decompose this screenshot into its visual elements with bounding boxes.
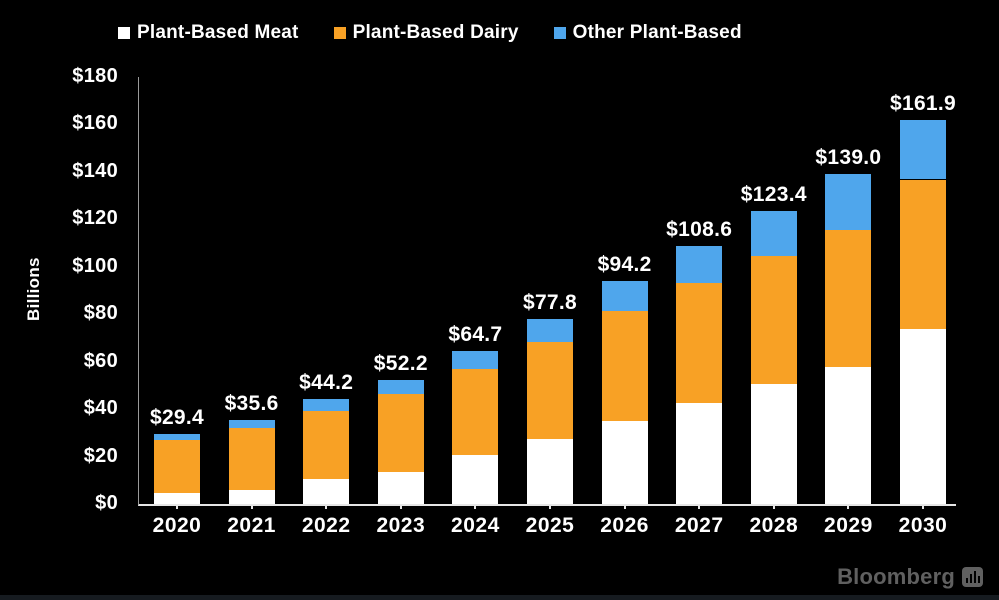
- y-tick-label: $0: [95, 492, 118, 514]
- y-tick-label: $160: [72, 112, 118, 135]
- bar-segment-plant-based-meat: [676, 402, 723, 504]
- legend-label: Plant-Based Dairy: [352, 22, 519, 43]
- x-tick-label: 2027: [674, 514, 724, 537]
- bloomberg-logo-text: Bloomberg: [837, 564, 955, 589]
- y-tick-label: $120: [72, 207, 118, 230]
- bar-segment-other-plant-based: [527, 319, 573, 342]
- bar-segment-other-plant-based: [377, 380, 424, 395]
- bar-segment-other-plant-based: [601, 280, 648, 312]
- bar-segment-plant-based-meat: [601, 420, 648, 504]
- bar-segment-plant-based-meat: [154, 493, 200, 504]
- x-tick-mark: [698, 504, 701, 509]
- bar-segment-plant-based-dairy: [303, 411, 350, 480]
- bar-segment-plant-based-dairy: [527, 341, 573, 439]
- bar-segment-other-plant-based: [303, 399, 350, 412]
- legend-label: Other Plant-Based: [572, 22, 742, 43]
- bar-total-label: $35.6: [224, 391, 279, 415]
- x-tick-label: 2029: [824, 514, 873, 537]
- window-bottom-edge: [0, 595, 999, 600]
- bar-segment-plant-based-dairy: [377, 394, 424, 472]
- x-tick-label: 2028: [749, 514, 799, 537]
- x-tick-label: 2030: [898, 514, 948, 537]
- legend: Plant-Based Meat Plant-Based Dairy Other P…: [118, 20, 742, 46]
- legend-label: Plant-Based Meat: [137, 22, 299, 43]
- bar-segment-plant-based-dairy: [601, 311, 648, 421]
- bar-segment-other-plant-based: [750, 211, 797, 257]
- y-tick-label: $80: [83, 302, 118, 325]
- bar-total-label: $123.4: [740, 183, 807, 207]
- bar-segment-other-plant-based: [228, 419, 275, 429]
- bar-segment-plant-based-meat: [303, 479, 350, 504]
- x-tick-label: 2023: [376, 514, 426, 537]
- bar-total-label: $44.2: [299, 371, 354, 395]
- bar-total-label: $64.7: [448, 322, 503, 346]
- bar-total-label: $94.2: [597, 252, 652, 276]
- bar-segment-other-plant-based: [154, 434, 200, 440]
- bar-segment-plant-based-dairy: [228, 428, 275, 490]
- bar-segment-plant-based-meat: [452, 455, 499, 504]
- bar-segment-plant-based-dairy: [676, 283, 723, 403]
- x-tick-mark: [772, 504, 775, 509]
- bar-segment-plant-based-meat: [228, 489, 275, 504]
- x-tick-label: 2020: [152, 514, 202, 537]
- bar-segment-plant-based-dairy: [900, 179, 946, 329]
- legend-item: Plant-Based Meat: [118, 22, 299, 44]
- x-tick-mark: [549, 504, 551, 509]
- x-tick-label: 2026: [600, 514, 649, 537]
- y-tick-label: $100: [72, 254, 118, 277]
- y-tick-label: $60: [83, 349, 118, 372]
- bar-segment-plant-based-dairy: [825, 230, 872, 368]
- y-axis-title: Billions: [24, 257, 43, 321]
- x-tick-mark: [922, 504, 924, 509]
- x-tick-label: 2021: [227, 514, 276, 537]
- chart-bars-icon: [962, 567, 983, 587]
- bar-total-label: $52.2: [373, 352, 428, 376]
- bar-segment-plant-based-meat: [825, 367, 872, 504]
- bar-total-label: $29.4: [149, 406, 205, 430]
- y-tick-label: $140: [72, 159, 118, 182]
- x-tick-mark: [847, 504, 850, 509]
- y-tick-label: $180: [72, 65, 118, 87]
- x-tick-label: 2025: [525, 514, 575, 537]
- bar-total-label: $161.9: [889, 91, 957, 115]
- legend-swatch: [118, 27, 130, 39]
- x-tick-mark: [325, 504, 328, 509]
- bar-segment-plant-based-meat: [377, 471, 424, 504]
- bar-segment-plant-based-meat: [527, 438, 573, 504]
- x-tick-label: 2022: [301, 514, 351, 537]
- y-tick-label: $20: [83, 444, 118, 467]
- x-tick-mark: [250, 504, 253, 509]
- bar-segment-plant-based-dairy: [452, 369, 499, 456]
- bar-segment-plant-based-meat: [750, 384, 797, 504]
- bar-segment-other-plant-based: [676, 246, 723, 284]
- legend-swatch: [553, 27, 566, 39]
- bar-segment-plant-based-meat: [900, 328, 946, 504]
- x-tick-mark: [623, 504, 626, 509]
- bar-segment-other-plant-based: [900, 119, 946, 180]
- bar-total-label: $139.0: [815, 146, 882, 170]
- plot-area: $29.4 2020 $35.6 2021 $44.2 2022 $52.2 2023 $64.…: [138, 77, 956, 537]
- bar-total-label: $108.6: [666, 218, 733, 242]
- legend-item: Other Plant-Based: [553, 22, 742, 44]
- x-tick-mark: [176, 504, 178, 509]
- x-tick-mark: [399, 504, 402, 509]
- bloomberg-watermark: Bloomberg: [837, 564, 983, 590]
- bar-segment-other-plant-based: [825, 174, 872, 231]
- x-tick-label: 2024: [451, 514, 500, 537]
- bar-segment-plant-based-dairy: [750, 256, 797, 385]
- bar-segment-other-plant-based: [452, 350, 499, 370]
- x-tick-mark: [474, 504, 477, 509]
- legend-swatch: [333, 27, 346, 39]
- legend-item: Plant-Based Dairy: [333, 22, 519, 44]
- y-tick-label: $40: [83, 397, 118, 420]
- bar-segment-plant-based-dairy: [154, 439, 200, 494]
- bar-total-label: $77.8: [522, 291, 578, 315]
